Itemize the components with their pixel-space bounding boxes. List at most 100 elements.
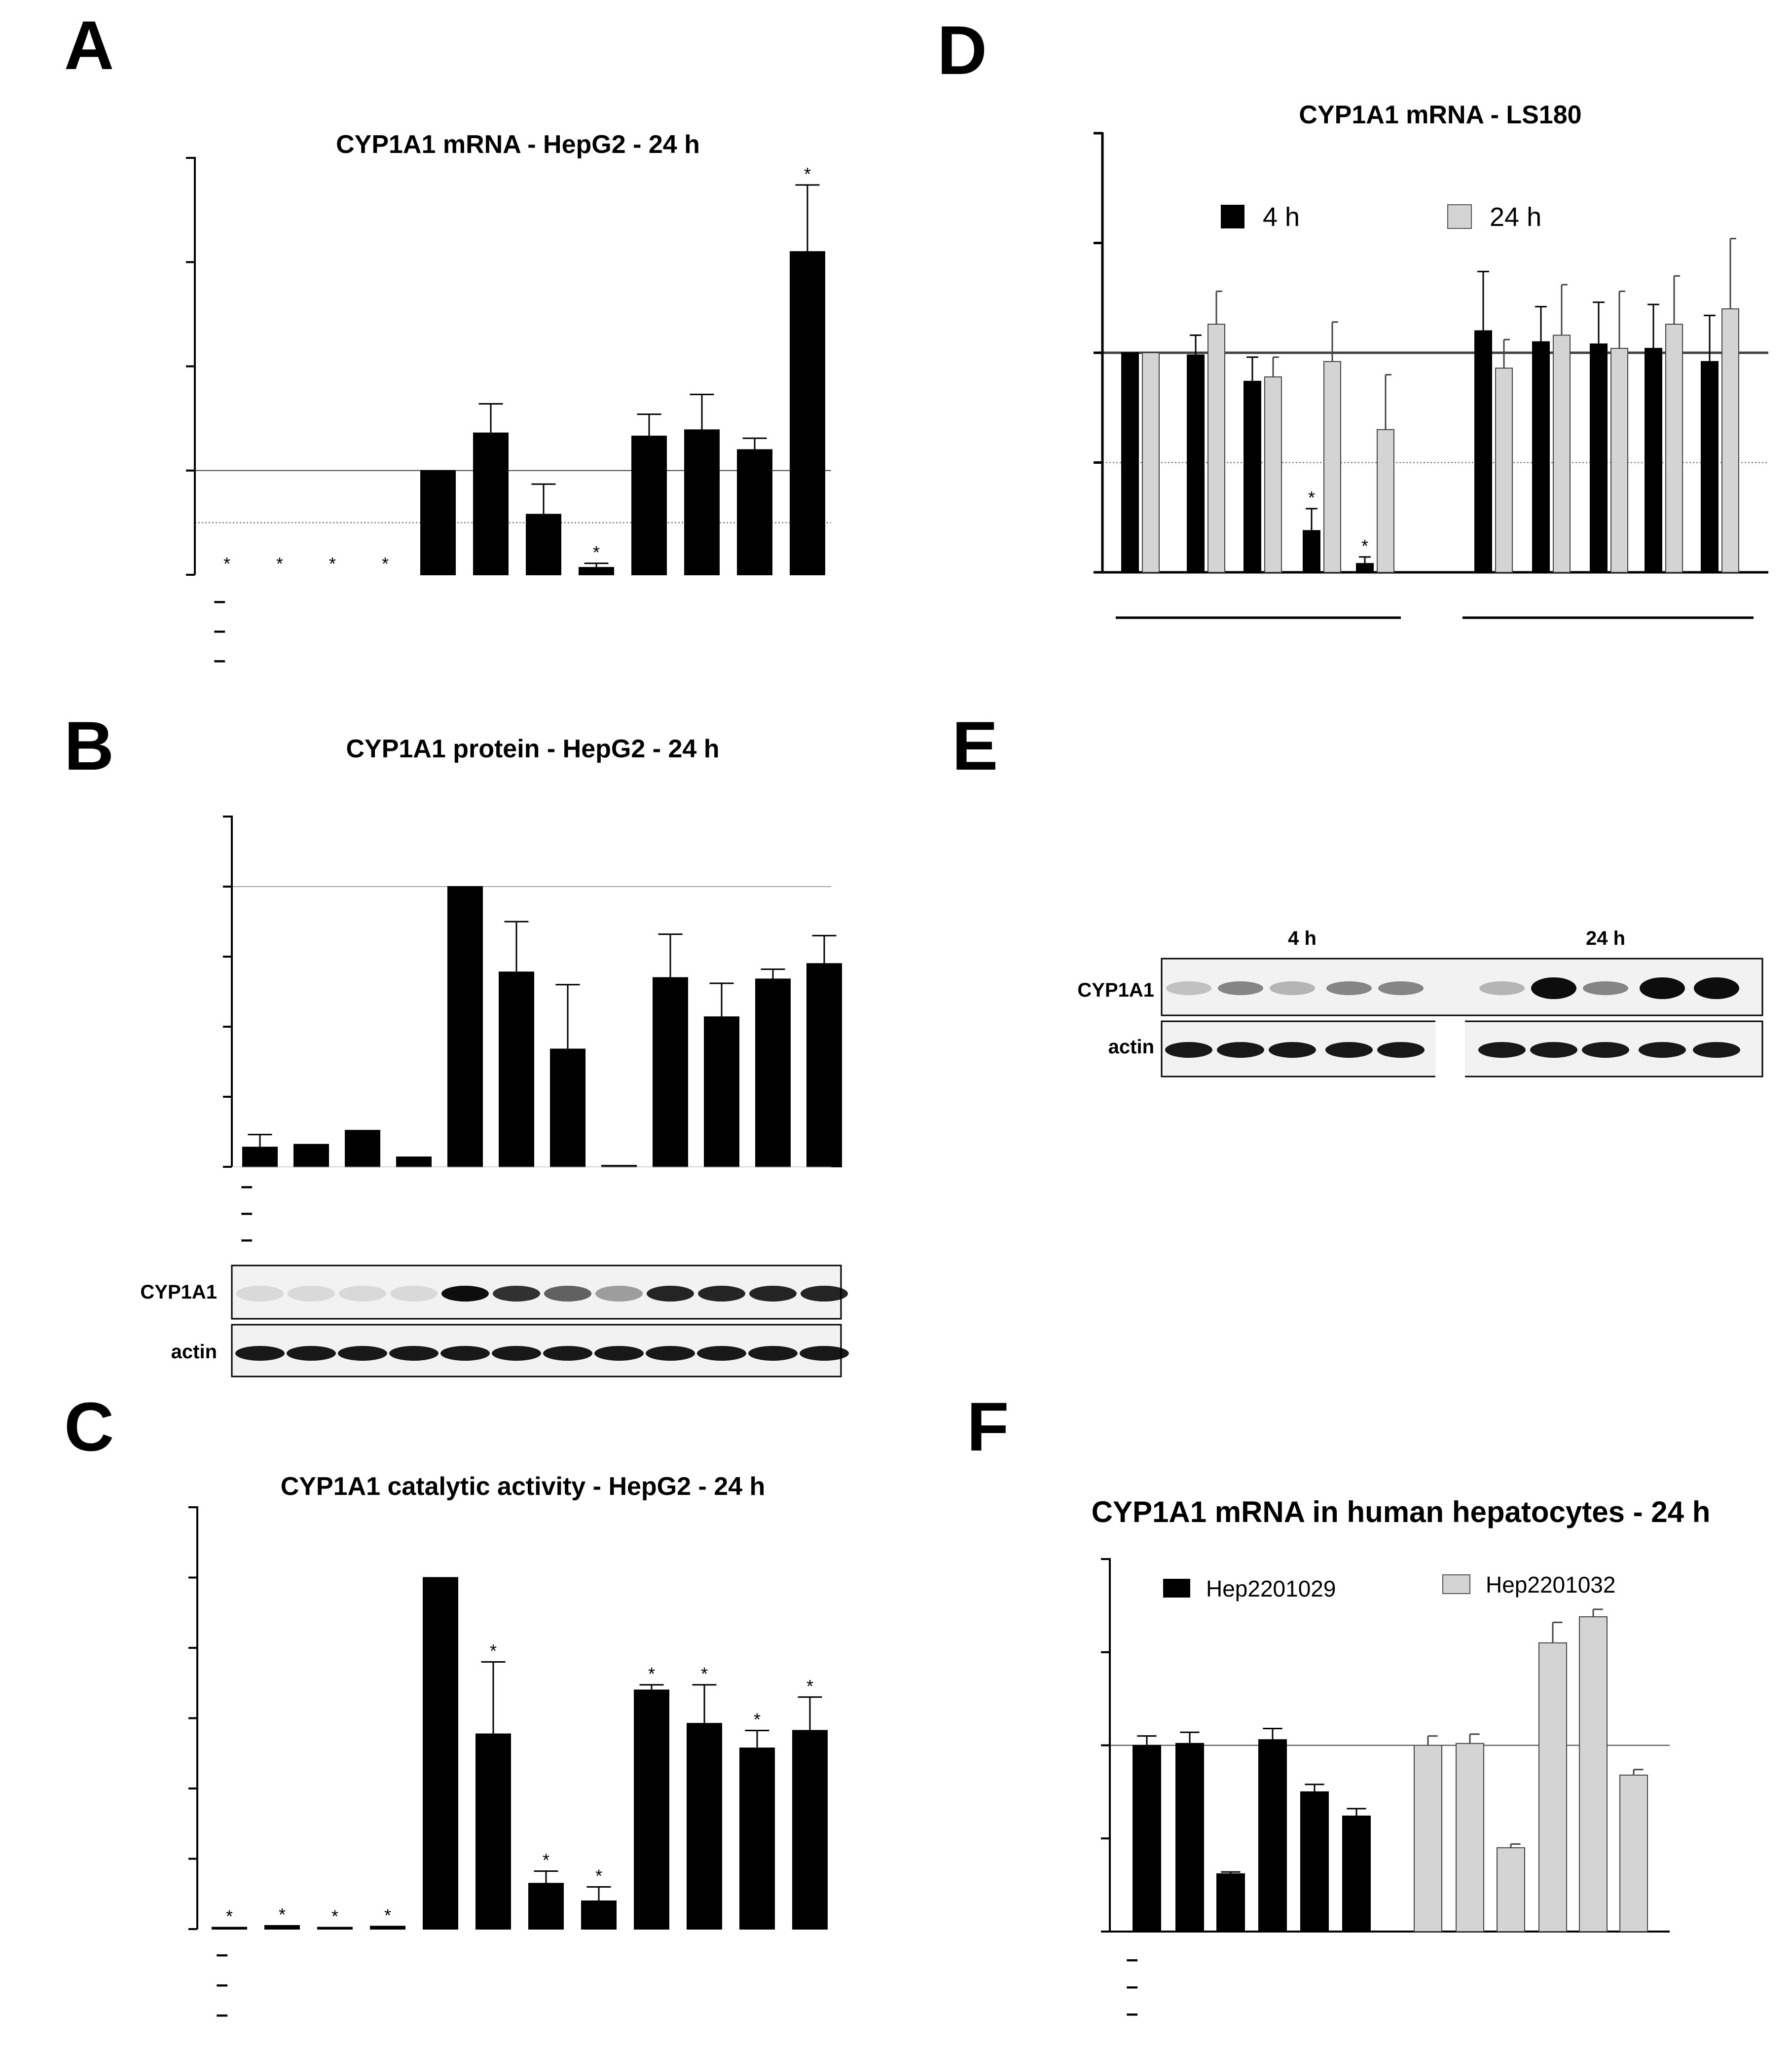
bar (1303, 530, 1320, 573)
condition-dash: – (216, 2002, 228, 2026)
significance-star: * (276, 554, 283, 574)
significance-star: * (804, 164, 811, 184)
bar (1342, 1815, 1371, 1932)
bar (1216, 1873, 1245, 1933)
panel-letter-f: F (967, 1388, 1009, 1465)
bar (423, 1577, 458, 1930)
bar (396, 1156, 432, 1168)
bar (420, 470, 456, 575)
significance-star: * (490, 1641, 497, 1661)
actin-band (646, 1346, 695, 1361)
actin-band (235, 1346, 285, 1361)
cyp1a1-band (1270, 981, 1315, 995)
bar (1610, 348, 1628, 573)
bar (1414, 1745, 1442, 1932)
bar (1579, 1616, 1608, 1932)
significance-star: * (648, 1664, 655, 1684)
panel-letter-b: B (64, 707, 114, 784)
bar (737, 449, 772, 575)
bar (755, 978, 791, 1167)
bar (1590, 343, 1608, 573)
cyp1a1-band (1479, 981, 1525, 995)
legend-swatch-hep2201032 (1442, 1574, 1470, 1594)
bar (473, 432, 509, 575)
bar (1538, 1642, 1567, 1932)
condition-dash: – (216, 1972, 228, 1996)
legend-label-hep2201029: Hep2201029 (1206, 1576, 1336, 1601)
actin-band (1693, 1042, 1740, 1058)
bar (687, 1723, 722, 1930)
bar (1619, 1774, 1648, 1932)
blot-e-label-actin: actin (1108, 1036, 1154, 1058)
actin-band (800, 1346, 849, 1361)
actin-band (1325, 1042, 1373, 1058)
panel-b-bands (235, 1286, 849, 1361)
significance-star: * (223, 554, 230, 574)
condition-dash: – (1126, 2001, 1138, 2025)
panel-f-legend: Hep2201029 Hep2201032 (1163, 1572, 1615, 1601)
cyp1a1-band (236, 1286, 284, 1302)
significance-star: * (279, 1904, 286, 1925)
panel-a-title: CYP1A1 mRNA - HepG2 - 24 h (336, 130, 700, 159)
bar (1377, 429, 1394, 573)
actin-band (1582, 1042, 1629, 1058)
bar (806, 963, 842, 1167)
bar (242, 1147, 278, 1167)
bar (1701, 361, 1719, 573)
significance-star: * (384, 1905, 391, 1925)
condition-dash: – (241, 1174, 253, 1198)
cyp1a1-band (1694, 977, 1739, 999)
condition-dash: – (214, 648, 225, 672)
blot-time-4h: 4 h (1288, 928, 1317, 949)
bar (581, 1900, 617, 1930)
bar (684, 429, 720, 575)
panel-f: CYP1A1 mRNA in human hepatocytes - 24 h … (1092, 1495, 1711, 2025)
bar (1532, 341, 1550, 573)
panel-letter-a: A (64, 6, 114, 84)
actin-band (1530, 1042, 1577, 1058)
cyp1a1-band (544, 1286, 591, 1302)
cyp1a1-band (1640, 977, 1685, 999)
panel-letter-e: E (952, 707, 998, 784)
bar (739, 1748, 775, 1930)
panel-e-bands (1165, 977, 1740, 1058)
bar (1264, 376, 1282, 573)
condition-dash: – (214, 618, 225, 642)
condition-dash: – (241, 1227, 253, 1251)
actin-band (748, 1346, 798, 1361)
actin-band (594, 1346, 644, 1361)
bar (631, 436, 667, 575)
actin-band (338, 1346, 387, 1361)
significance-star: * (701, 1664, 708, 1684)
bar (792, 1730, 828, 1930)
bar (212, 1927, 247, 1930)
bar (1187, 354, 1205, 573)
bar (704, 1016, 739, 1168)
significance-star: * (754, 1709, 761, 1729)
bar (1300, 1791, 1329, 1932)
cyp1a1-band (801, 1286, 848, 1302)
panel-d-axes: ** (1094, 132, 1768, 619)
bar (1474, 330, 1492, 573)
bar (475, 1733, 511, 1930)
panel-b-axes: ––– (223, 816, 842, 1251)
actin-band (287, 1346, 336, 1361)
significance-star: * (1361, 536, 1368, 556)
bar (317, 1927, 353, 1930)
panel-letter-d: D (937, 11, 987, 89)
actin-band (1217, 1042, 1264, 1058)
cyp1a1-band (441, 1286, 489, 1302)
significance-star: * (382, 554, 389, 574)
bar (579, 567, 614, 576)
cyp1a1-band (1218, 981, 1263, 995)
blot-label-actin: actin (171, 1341, 217, 1363)
actin-band (389, 1346, 439, 1361)
panel-c-axes: * * * * * * * * * * * – – – (188, 1506, 828, 2026)
significance-star: * (806, 1676, 813, 1696)
actin-band (440, 1346, 490, 1361)
bar (1323, 361, 1341, 573)
cyp1a1-band (647, 1286, 694, 1302)
condition-dash: – (1126, 1974, 1138, 1998)
cyp1a1-band (595, 1286, 643, 1302)
